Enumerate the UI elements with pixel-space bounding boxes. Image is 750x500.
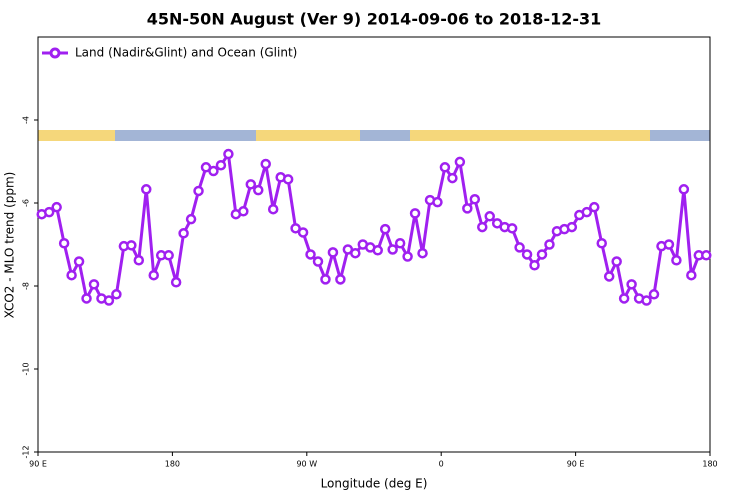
x-tick-label: 180 [702, 460, 717, 469]
data-point [409, 208, 421, 219]
data-point [701, 250, 712, 261]
data-point [103, 295, 115, 306]
data-point [141, 184, 152, 195]
data-point [215, 159, 227, 171]
data-point [387, 244, 398, 255]
data-point [663, 239, 675, 250]
data-point [282, 174, 294, 185]
data-point [432, 196, 443, 208]
data-point [618, 293, 630, 304]
land-band [410, 130, 650, 141]
land-band [38, 130, 115, 141]
data-point [678, 184, 690, 195]
land-ocean-strip [38, 130, 710, 141]
land-band [256, 130, 360, 141]
data-point [439, 162, 451, 173]
ocean-band [38, 130, 710, 141]
data-point [514, 242, 525, 253]
data-point [58, 238, 70, 249]
data-point [148, 269, 159, 281]
data-point [686, 269, 697, 281]
plot-frame [37, 36, 711, 453]
data-point [51, 201, 62, 213]
y-tick-label: -10 [22, 362, 31, 375]
data-point [133, 255, 145, 266]
data-point [671, 255, 682, 266]
data-point [521, 249, 533, 260]
data-point [312, 256, 324, 267]
data-point [320, 274, 331, 285]
data-point [536, 249, 548, 260]
y-tick-label: -12 [22, 445, 31, 458]
data-point [477, 221, 488, 233]
legend: Land (Nadir&Glint) and Ocean (Glint) [42, 46, 297, 60]
chart-title: 45N-50N August (Ver 9) 2014-09-06 to 201… [147, 10, 602, 29]
data-point [648, 289, 660, 300]
x-tick-label: 180 [165, 460, 180, 469]
data-point [394, 238, 406, 249]
data-point [178, 228, 189, 239]
data-point [73, 256, 85, 267]
data-point [596, 238, 607, 249]
data-point [469, 194, 481, 205]
y-tick-label: -6 [22, 199, 31, 207]
data-point [290, 223, 301, 234]
data-point [447, 172, 458, 184]
data-point [454, 156, 466, 168]
data-point [253, 184, 264, 196]
data-point [208, 165, 219, 177]
data-point [238, 206, 249, 217]
legend-marker [49, 47, 61, 59]
data-point [581, 206, 593, 218]
data-point [163, 250, 174, 261]
data-point [185, 213, 197, 225]
data-point [305, 249, 316, 260]
data-point [603, 271, 615, 282]
data-point [544, 239, 555, 250]
x-tick-label: 90 E [29, 460, 47, 469]
x-tick-label: 90 W [296, 460, 317, 469]
data-point [43, 206, 55, 218]
data-point [126, 240, 137, 251]
data-point [260, 158, 271, 170]
x-axis-label: Longitude (deg E) [321, 477, 428, 491]
legend-label: Land (Nadir&Glint) and Ocean (Glint) [75, 46, 297, 60]
data-point [297, 227, 309, 238]
data-point [81, 293, 92, 304]
data-point [88, 279, 100, 290]
data-point [372, 245, 383, 256]
data-point [327, 247, 339, 258]
data-point [506, 223, 518, 234]
data-point [589, 201, 600, 213]
data-point [379, 223, 391, 235]
x-tick-label: 90 E [567, 460, 585, 469]
data-point [66, 269, 77, 281]
data-point [111, 289, 122, 300]
data-point [641, 295, 652, 306]
y-tick-label: -8 [22, 282, 31, 290]
data-point [626, 279, 637, 290]
data-point [170, 277, 182, 288]
data-point [611, 256, 622, 267]
data-point [462, 203, 473, 214]
data-point [245, 179, 257, 190]
data-point [417, 247, 428, 259]
data-point [350, 247, 361, 259]
data-point [267, 203, 279, 215]
y-tick-label: -4 [22, 116, 31, 124]
data-point [484, 211, 495, 222]
data-point [402, 251, 413, 262]
data-point [193, 185, 204, 197]
data-point [223, 148, 234, 160]
data-point [335, 274, 346, 285]
y-axis-label: XCO2 - MLO trend (ppm) [3, 172, 17, 319]
data-point [566, 221, 578, 233]
x-tick-label: 0 [439, 460, 444, 469]
data-point [529, 260, 540, 271]
